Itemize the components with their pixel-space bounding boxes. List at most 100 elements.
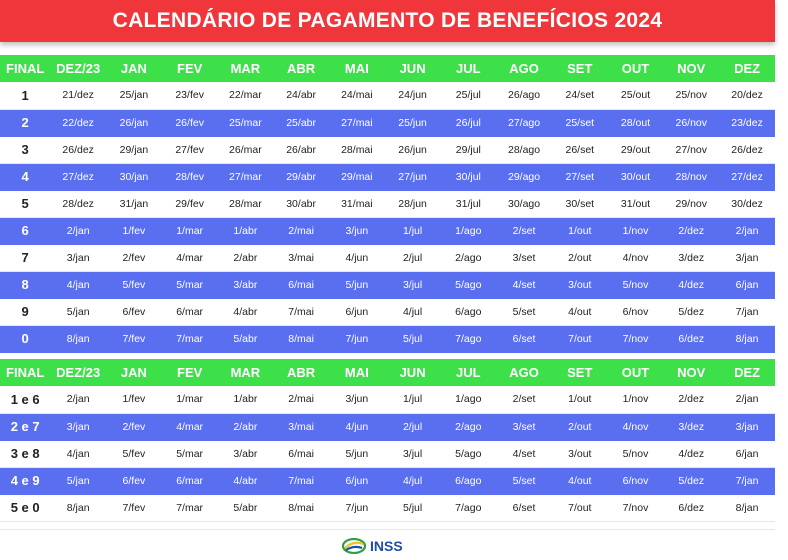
table-row: 5 e 0 8/jan 7/fev 7/mar 5/abr 8/mai 7/jun 5/jul… <box>0 494 775 522</box>
payment-date-cell: 29/fev <box>161 190 218 218</box>
payment-date-cell: 1/out <box>551 217 608 245</box>
payment-date-cell: 25/nov <box>663 82 720 110</box>
column-header-month: DEZ/23 <box>50 55 107 82</box>
payment-date-cell: 7/jun <box>328 325 385 353</box>
table-row: 8 4/jan 5/fev 5/mar 3/abr 6/mai 5/jun 3/jul 5/ag… <box>0 271 775 299</box>
payment-date-cell: 5/jun <box>328 271 385 299</box>
final-digit-cell: 4 e 9 <box>0 467 51 495</box>
payment-date-cell: 6/nov <box>607 298 664 326</box>
payment-date-cell: 7/fev <box>106 325 162 353</box>
payment-date-cell: 6/dez <box>663 325 720 353</box>
payment-date-cell: 2/out <box>551 413 608 441</box>
payment-date-cell: 23/fev <box>161 82 218 110</box>
payment-date-cell: 2/mai <box>273 217 329 245</box>
payment-date-cell: 26/jun <box>384 136 441 164</box>
payment-date-cell: 30/set <box>551 190 608 218</box>
payment-date-cell: 3/abr <box>217 440 274 468</box>
payment-date-cell: 26/ago <box>496 82 552 110</box>
payment-date-cell: 3/jan <box>50 413 107 441</box>
table-row: 4 e 9 5/jan 6/fev 6/mar 4/abr 7/mai 6/jun 4/jul… <box>0 467 775 495</box>
payment-date-cell: 31/out <box>607 190 664 218</box>
final-digit-cell: 7 <box>0 244 51 272</box>
payment-date-cell: 3/jul <box>384 440 441 468</box>
payment-date-cell: 6/set <box>496 494 552 522</box>
payment-date-cell: 3/mai <box>273 244 329 272</box>
payment-date-cell: 2/jan <box>719 217 775 245</box>
final-digit-cell: 3 <box>0 136 51 164</box>
payment-date-cell: 2/ago <box>440 244 497 272</box>
payment-date-cell: 7/mai <box>273 298 329 326</box>
payment-date-cell: 6/jun <box>328 467 385 495</box>
payment-date-cell: 4/jan <box>50 271 107 299</box>
payment-date-cell: 26/mar <box>217 136 274 164</box>
table-row: 2 e 7 3/jan 2/fev 4/mar 2/abr 3/mai 4/jun 2/jul… <box>0 413 775 441</box>
column-header-month: FEV <box>161 55 218 82</box>
payment-date-cell: 28/fev <box>161 163 218 191</box>
payment-date-cell: 25/abr <box>273 109 329 137</box>
payment-date-cell: 8/mai <box>273 325 329 353</box>
payment-date-cell: 26/fev <box>161 109 218 137</box>
payment-date-cell: 6/mar <box>161 298 218 326</box>
payment-date-cell: 5/dez <box>663 298 720 326</box>
payment-date-cell: 23/dez <box>719 109 775 137</box>
payment-date-cell: 6/mai <box>273 440 329 468</box>
payment-date-cell: 30/ago <box>496 190 552 218</box>
payment-date-cell: 2/out <box>551 244 608 272</box>
table-row: 1 21/dez 25/jan 23/fev 22/mar 24/abr 24/mai 24/… <box>0 82 775 110</box>
payment-date-cell: 30/dez <box>719 190 775 218</box>
table-row: 3 e 8 4/jan 5/fev 5/mar 3/abr 6/mai 5/jun 3/jul… <box>0 440 775 468</box>
inss-logo-icon <box>342 538 366 554</box>
final-digit-cell: 4 <box>0 163 51 191</box>
payment-date-cell: 5/set <box>496 298 552 326</box>
payment-date-cell: 5/jul <box>384 325 441 353</box>
page-title: CALENDÁRIO DE PAGAMENTO DE BENEFÍCIOS 20… <box>112 9 663 32</box>
payment-date-cell: 2/fev <box>106 244 162 272</box>
payment-date-cell: 7/out <box>551 494 608 522</box>
table-row: 6 2/jan 1/fev 1/mar 1/abr 2/mai 3/jun 1/jul 1/ag… <box>0 217 775 245</box>
payment-date-cell: 2/jan <box>50 386 107 414</box>
payment-date-cell: 5/nov <box>607 440 664 468</box>
payment-date-cell: 1/jul <box>384 386 441 414</box>
payment-date-cell: 2/abr <box>217 413 274 441</box>
payment-date-cell: 1/ago <box>440 386 497 414</box>
payment-date-cell: 4/mar <box>161 413 218 441</box>
table-row: 3 26/dez 29/jan 27/fev 26/mar 26/abr 28/mai 26/… <box>0 136 775 164</box>
payment-date-cell: 7/ago <box>440 325 497 353</box>
payment-date-cell: 4/dez <box>663 271 720 299</box>
payment-date-cell: 5/jan <box>50 298 107 326</box>
payment-date-cell: 29/abr <box>273 163 329 191</box>
table-row: 0 8/jan 7/fev 7/mar 5/abr 8/mai 7/jun 5/jul 7/ag… <box>0 325 775 353</box>
final-digit-cell: 5 e 0 <box>0 494 51 522</box>
table-header: FINAL DEZ/23 JAN FEV MAR ABR MAI JUN JUL AGO SET OU… <box>0 359 775 386</box>
table-row: 2 22/dez 26/jan 26/fev 25/mar 25/abr 27/mai 25/… <box>0 109 775 137</box>
payment-date-cell: 20/dez <box>719 82 775 110</box>
payment-date-cell: 4/out <box>551 298 608 326</box>
payment-date-cell: 8/jan <box>50 325 107 353</box>
payment-date-cell: 5/jul <box>384 494 441 522</box>
payment-date-cell: 3/out <box>551 440 608 468</box>
payment-date-cell: 24/abr <box>273 82 329 110</box>
table-row: 9 5/jan 6/fev 6/mar 4/abr 7/mai 6/jun 4/jul 6/ag… <box>0 298 775 326</box>
payment-date-cell: 2/abr <box>217 244 274 272</box>
column-header-month: SET <box>551 55 608 82</box>
payment-date-cell: 28/mai <box>328 136 385 164</box>
inss-logo: INSS <box>342 537 403 555</box>
final-digit-cell: 2 e 7 <box>0 413 51 441</box>
table-row: 5 28/dez 31/jan 29/fev 28/mar 30/abr 31/mai 28/… <box>0 190 775 218</box>
payment-date-cell: 24/set <box>551 82 608 110</box>
payment-date-cell: 29/nov <box>663 190 720 218</box>
column-header-final: FINAL <box>0 359 51 386</box>
final-digit-cell: 1 e 6 <box>0 386 51 414</box>
payment-date-cell: 26/jan <box>106 109 162 137</box>
payment-date-cell: 3/jun <box>328 217 385 245</box>
payment-date-cell: 7/jun <box>328 494 385 522</box>
payment-date-cell: 5/ago <box>440 440 497 468</box>
payment-date-cell: 26/dez <box>50 136 107 164</box>
payment-date-cell: 7/ago <box>440 494 497 522</box>
final-digit-cell: 9 <box>0 298 51 326</box>
column-header-month: SET <box>551 359 608 386</box>
payment-date-cell: 25/out <box>607 82 664 110</box>
payment-date-cell: 30/out <box>607 163 664 191</box>
payment-date-cell: 1/fev <box>106 386 162 414</box>
payment-date-cell: 27/mai <box>328 109 385 137</box>
